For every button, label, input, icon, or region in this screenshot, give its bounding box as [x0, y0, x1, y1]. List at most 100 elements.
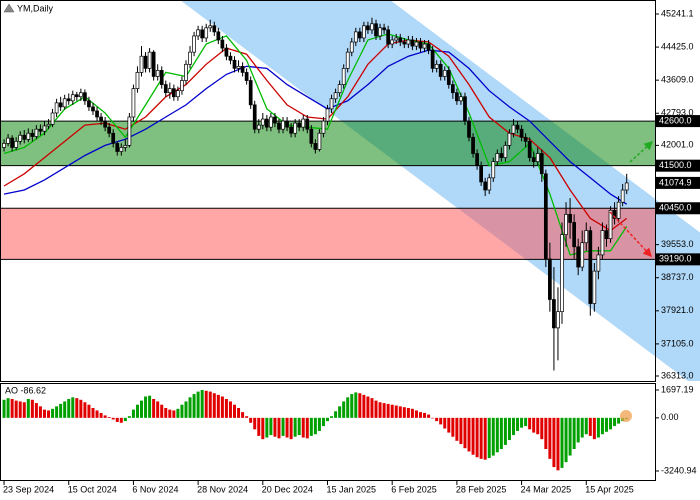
- candle-body: [438, 63, 443, 77]
- candle-body: [539, 153, 544, 175]
- ao-bar: [378, 402, 382, 418]
- candle-body: [309, 128, 314, 144]
- symbol-icon: [3, 3, 15, 13]
- candle-body: [507, 132, 512, 146]
- level-label-bg: [656, 253, 700, 266]
- candle-body: [353, 31, 358, 43]
- ao-bar: [524, 417, 528, 427]
- ao-bar: [91, 407, 95, 418]
- candle-body: [301, 118, 306, 128]
- candle-body: [378, 27, 382, 37]
- x-tick-label: 6 Feb 2025: [391, 484, 437, 494]
- ao-bar: [176, 408, 180, 418]
- ao-title: AO -86.62: [5, 385, 46, 395]
- ao-bar: [423, 412, 427, 418]
- ao-bar: [427, 414, 431, 418]
- candle-body: [434, 63, 439, 69]
- price-label-bg: [656, 176, 700, 189]
- ao-bar: [544, 417, 548, 450]
- ao-bar: [394, 405, 398, 418]
- ao-bar: [588, 417, 592, 436]
- ao-bar: [459, 417, 463, 445]
- candle-body: [499, 153, 504, 158]
- ao-bar: [536, 417, 540, 435]
- ao-bar: [200, 389, 204, 418]
- ao-bar: [613, 417, 617, 427]
- candle-body: [552, 299, 556, 329]
- candle-body: [467, 120, 471, 138]
- candle-body: [54, 102, 59, 114]
- candle-body: [620, 189, 625, 203]
- ao-bar: [135, 404, 139, 418]
- x-tick-label: 15 Oct 2024: [68, 484, 117, 494]
- ao-bar: [55, 406, 59, 418]
- ao-bar: [297, 417, 301, 436]
- ao-bar: [119, 417, 123, 423]
- ao-bar: [228, 401, 232, 418]
- candle-body: [176, 90, 180, 98]
- candle-body: [260, 118, 265, 126]
- candle-body: [18, 134, 23, 142]
- ao-bar: [10, 398, 14, 418]
- candle-body: [192, 35, 196, 53]
- ao-bar: [600, 417, 604, 435]
- ao-bar: [406, 407, 410, 418]
- ao-bar: [431, 417, 435, 419]
- y-tick-label: 0.00: [661, 412, 679, 422]
- candle-body: [107, 126, 112, 134]
- candle-body: [548, 258, 552, 300]
- candle-body: [624, 182, 629, 191]
- candle-body: [479, 165, 483, 183]
- level-label-bg: [656, 202, 700, 215]
- ao-bar: [123, 417, 127, 422]
- candle-body: [172, 88, 176, 98]
- ao-bar: [107, 417, 111, 418]
- y-tick-label: 1697.19: [661, 384, 694, 394]
- ao-bar: [471, 417, 475, 455]
- ao-bar: [479, 417, 483, 459]
- candle-body: [14, 141, 19, 148]
- candle-body: [167, 88, 172, 94]
- x-tick-label: 23 Sep 2024: [3, 484, 54, 494]
- candle-body: [386, 29, 390, 45]
- candle-body: [188, 51, 192, 65]
- candle-body: [285, 120, 289, 128]
- candle-body: [305, 118, 310, 130]
- moving-average: [3, 49, 628, 205]
- level-label-bg: [656, 115, 700, 128]
- ao-bar: [467, 417, 471, 452]
- ao-bar: [374, 400, 378, 418]
- candle-body: [2, 143, 6, 148]
- ao-bar: [483, 417, 487, 460]
- ao-bar: [34, 403, 38, 418]
- ao-bar: [330, 416, 334, 418]
- ao-bar: [168, 409, 172, 418]
- candle-body: [200, 29, 205, 39]
- price-label: 41074.9: [659, 177, 692, 187]
- ao-bar: [576, 417, 580, 443]
- ao-bar: [370, 398, 374, 418]
- candle-body: [426, 43, 431, 51]
- ao-bar: [604, 417, 608, 432]
- ao-bar: [398, 406, 402, 418]
- ao-bar: [285, 417, 289, 438]
- ao-bar: [439, 417, 443, 425]
- candle-body: [596, 254, 601, 272]
- candle-body: [333, 92, 338, 100]
- ao-bar: [184, 401, 188, 418]
- candle-body: [491, 161, 496, 179]
- candle-body: [410, 39, 415, 47]
- candle-body: [273, 116, 277, 124]
- candle-body: [325, 108, 330, 122]
- ao-bar: [528, 417, 532, 430]
- candle-body: [406, 39, 411, 45]
- candle-body: [370, 23, 374, 31]
- ao-bar: [164, 407, 168, 418]
- ao-bar: [152, 398, 156, 418]
- ao-frame: [0, 383, 656, 481]
- y-tick-label: -3240.94: [661, 465, 697, 475]
- candle-body: [608, 209, 613, 240]
- candle-body: [604, 230, 609, 240]
